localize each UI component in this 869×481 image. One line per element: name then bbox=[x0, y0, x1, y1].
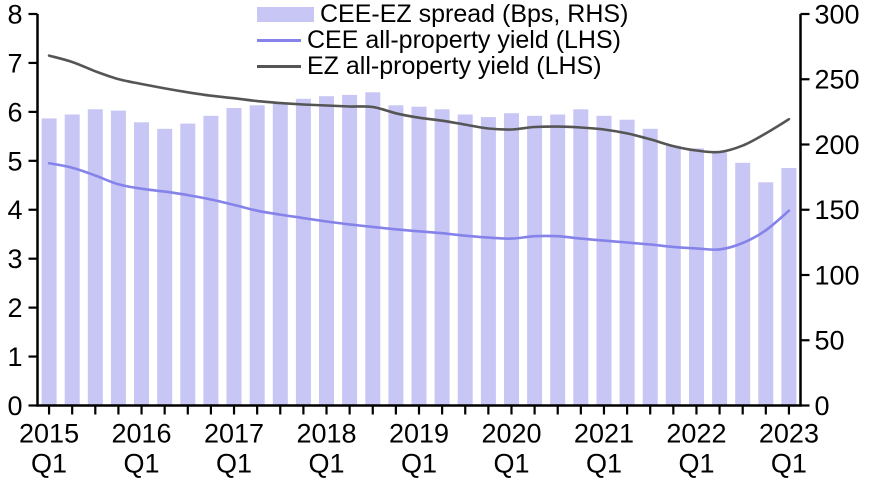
right-axis-tick-label: 0 bbox=[815, 391, 830, 421]
bar bbox=[689, 148, 704, 406]
right-axis-tick-label: 100 bbox=[815, 260, 860, 290]
bar bbox=[388, 105, 404, 406]
bar bbox=[180, 123, 196, 406]
bar bbox=[434, 109, 450, 406]
right-axis-tick-label: 150 bbox=[815, 195, 860, 225]
right-axis-tick-label: 50 bbox=[815, 326, 845, 356]
right-axis-tick-label: 250 bbox=[815, 65, 860, 95]
left-axis-tick-label: 7 bbox=[7, 48, 22, 78]
legend-item-ez: EZ all-property yield (LHS) bbox=[257, 53, 628, 79]
legend-label-spread: CEE-EZ spread (Bps, RHS) bbox=[320, 0, 629, 28]
x-axis-quarter-label: Q1 bbox=[31, 449, 67, 479]
x-axis-quarter-label: Q1 bbox=[771, 449, 807, 479]
left-axis-tick-label: 5 bbox=[7, 146, 22, 176]
bar bbox=[157, 128, 173, 406]
bar bbox=[319, 96, 334, 406]
bar bbox=[272, 102, 288, 406]
x-axis-quarter-label: Q1 bbox=[678, 449, 714, 479]
bar bbox=[457, 114, 473, 406]
bar-swatch-icon bbox=[257, 6, 314, 22]
x-axis-year-label: 2021 bbox=[574, 419, 634, 449]
bar bbox=[758, 182, 774, 406]
legend: CEE-EZ spread (Bps, RHS) CEE all-propert… bbox=[257, 1, 628, 79]
bar bbox=[203, 115, 219, 406]
left-axis-tick-label: 3 bbox=[7, 244, 22, 274]
bar bbox=[365, 92, 381, 406]
bar bbox=[573, 109, 589, 406]
bar bbox=[342, 94, 358, 406]
ez-line-swatch-icon bbox=[257, 64, 301, 68]
x-axis-year-label: 2016 bbox=[112, 419, 172, 449]
tick-labels: 0123456780501001502002503002015Q12016Q12… bbox=[7, 0, 860, 479]
right-axis-tick-label: 300 bbox=[815, 0, 860, 29]
x-axis-year-label: 2023 bbox=[759, 419, 819, 449]
bar bbox=[226, 108, 242, 406]
x-axis-quarter-label: Q1 bbox=[308, 449, 344, 479]
bar bbox=[735, 162, 751, 406]
bar bbox=[64, 114, 80, 406]
x-axis-year-label: 2018 bbox=[296, 419, 356, 449]
left-axis-tick-label: 0 bbox=[7, 391, 22, 421]
bar-series bbox=[41, 92, 797, 406]
bar bbox=[550, 114, 566, 406]
ez-yield-line bbox=[47, 54, 791, 154]
bar bbox=[480, 117, 496, 406]
left-axis-tick-label: 2 bbox=[7, 293, 22, 323]
bar bbox=[134, 122, 149, 406]
bar bbox=[411, 106, 427, 406]
bar bbox=[110, 110, 126, 406]
right-axis-tick-label: 200 bbox=[815, 130, 860, 160]
bar bbox=[781, 168, 797, 406]
bar bbox=[249, 105, 265, 406]
x-axis-quarter-label: Q1 bbox=[124, 449, 160, 479]
bar bbox=[504, 113, 519, 406]
bar bbox=[596, 115, 612, 406]
tick-marks bbox=[28, 12, 810, 415]
left-axis-tick-label: 4 bbox=[7, 195, 22, 225]
legend-item-cee: CEE all-property yield (LHS) bbox=[257, 27, 628, 53]
bar bbox=[712, 152, 728, 406]
cee-line-swatch-icon bbox=[257, 38, 301, 42]
x-axis-year-label: 2017 bbox=[204, 419, 264, 449]
bar bbox=[527, 115, 543, 406]
x-axis-quarter-label: Q1 bbox=[586, 449, 622, 479]
x-axis-year-label: 2015 bbox=[19, 419, 79, 449]
legend-label-ez: EZ all-property yield (LHS) bbox=[307, 52, 602, 80]
x-axis-quarter-label: Q1 bbox=[401, 449, 437, 479]
left-axis-tick-label: 1 bbox=[7, 342, 22, 372]
left-axis-tick-label: 6 bbox=[7, 97, 22, 127]
x-axis-quarter-label: Q1 bbox=[216, 449, 252, 479]
left-axis-tick-label: 8 bbox=[7, 0, 22, 29]
legend-item-spread: CEE-EZ spread (Bps, RHS) bbox=[257, 1, 628, 27]
legend-label-cee: CEE all-property yield (LHS) bbox=[307, 26, 621, 54]
bar bbox=[619, 119, 635, 406]
x-axis-year-label: 2020 bbox=[481, 419, 541, 449]
bar bbox=[295, 98, 311, 406]
bar bbox=[642, 128, 658, 406]
x-axis-year-label: 2022 bbox=[666, 419, 726, 449]
bar bbox=[87, 109, 103, 406]
x-axis-quarter-label: Q1 bbox=[493, 449, 529, 479]
cee-yield-line bbox=[47, 161, 791, 251]
bar bbox=[665, 145, 681, 406]
x-axis-year-label: 2019 bbox=[389, 419, 449, 449]
bar bbox=[41, 118, 57, 406]
